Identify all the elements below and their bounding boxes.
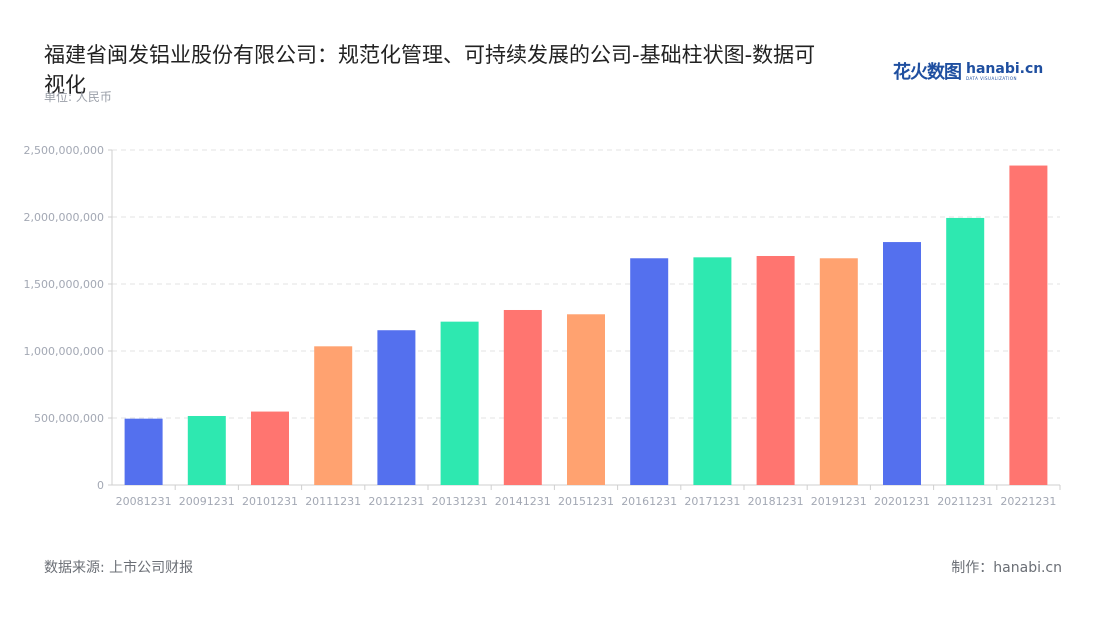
bar	[124, 418, 163, 485]
y-tick-label: 1,500,000,000	[24, 278, 104, 291]
x-tick-label: 20151231	[558, 495, 614, 508]
credit-label: 制作：hanabi.cn	[951, 560, 1062, 576]
x-tick-label: 20111231	[305, 495, 361, 508]
x-tick-label: 20101231	[242, 495, 298, 508]
bar	[377, 330, 416, 485]
bar	[756, 255, 795, 485]
x-tick-label: 20091231	[179, 495, 235, 508]
bar	[693, 257, 732, 485]
bar	[1009, 165, 1048, 485]
logo-en-block: hanabi.cn DATA VISUALIZATION	[966, 62, 1043, 81]
x-tick-label: 20191231	[811, 495, 867, 508]
x-tick-label: 20141231	[495, 495, 551, 508]
x-tick-label: 20081231	[116, 495, 172, 508]
y-tick-label: 0	[97, 479, 104, 492]
bar	[503, 309, 542, 485]
x-tick-label: 20211231	[937, 495, 993, 508]
data-source: 数据来源: 上市公司财报	[44, 560, 194, 576]
x-tick-label: 20131231	[432, 495, 488, 508]
bar	[946, 217, 985, 486]
y-tick-label: 500,000,000	[34, 412, 104, 425]
chart-title: 福建省闽发铝业股份有限公司：规范化管理、可持续发展的公司-基础柱状图-数据可视化	[44, 43, 816, 97]
logo-sub-text: DATA VISUALIZATION	[966, 75, 1018, 81]
x-tick-label: 20221231	[1000, 495, 1056, 508]
bar	[251, 411, 289, 485]
brand-logo: 花火数图 hanabi.cn DATA VISUALIZATION	[893, 58, 1043, 84]
logo-cn-text: 花火数图	[893, 62, 962, 83]
x-tick-label: 20181231	[748, 495, 804, 508]
x-tick-label: 20171231	[684, 495, 740, 508]
x-tick-label: 20121231	[368, 495, 424, 508]
logo-en-text: hanabi.cn	[966, 60, 1044, 77]
x-tick-label: 20201231	[874, 495, 930, 508]
bar	[630, 258, 669, 485]
bar	[314, 346, 353, 485]
bar	[819, 258, 858, 485]
bar	[567, 314, 605, 485]
y-tick-label: 2,000,000,000	[24, 211, 104, 224]
bar	[187, 415, 226, 485]
unit-label: 单位: 人民币	[44, 90, 112, 104]
bar	[440, 321, 479, 485]
x-tick-label: 20161231	[621, 495, 677, 508]
y-tick-label: 2,500,000,000	[24, 144, 104, 157]
bar	[883, 242, 921, 485]
y-tick-label: 1,000,000,000	[24, 345, 104, 358]
